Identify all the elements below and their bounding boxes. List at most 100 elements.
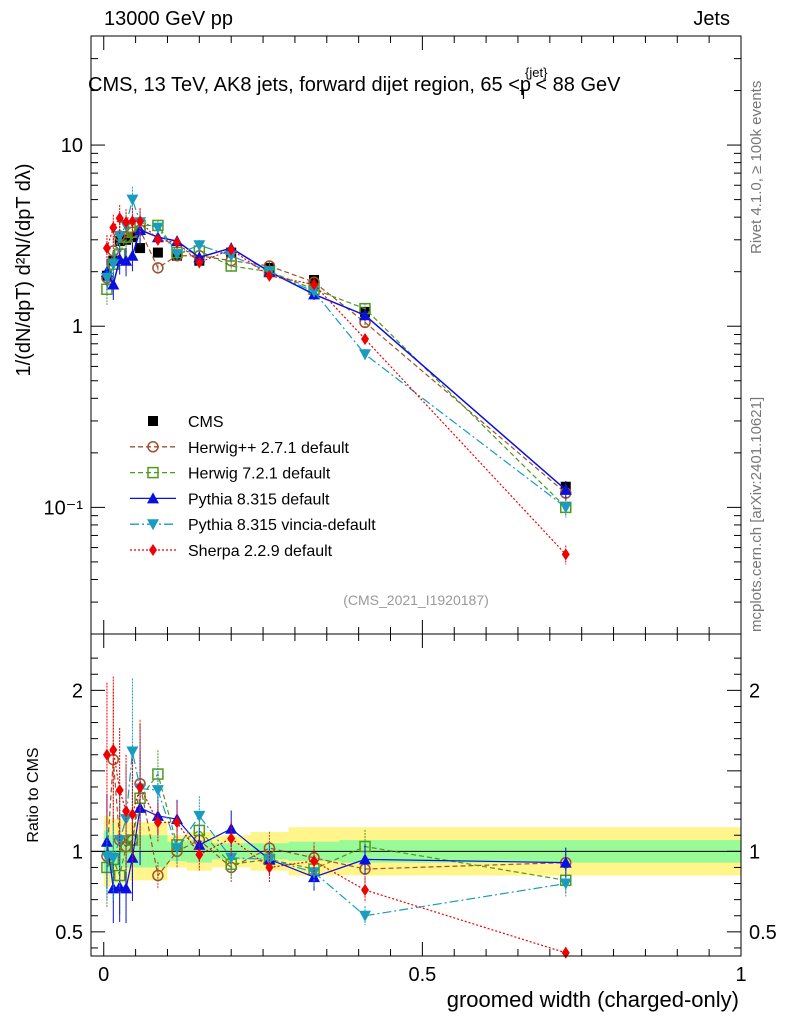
ratio-point <box>126 746 139 758</box>
ratio-point <box>559 856 572 868</box>
legend-label: Pythia 8.315 vincia-default <box>188 517 376 534</box>
ratio-point <box>359 910 372 922</box>
ratio-point <box>151 785 164 797</box>
rivet-label: Rivet 4.1.0, ≥ 100k events <box>748 80 765 254</box>
legend-item-herwig-2-7-1-default: Herwig++ 2.7.1 default <box>130 440 350 457</box>
x-tick-label: 0.5 <box>408 964 436 986</box>
legend-label: Herwig++ 2.7.1 default <box>188 440 350 457</box>
y-tick-label-right: 2 <box>749 680 760 702</box>
ratio-series-pythia-8-315-vincia-default <box>100 678 572 926</box>
legend-marker <box>149 544 157 556</box>
series-herwig-7-2-1-default <box>101 212 572 518</box>
data-point <box>193 240 206 252</box>
data-point <box>559 483 572 495</box>
ratio-point <box>120 882 133 894</box>
data-point <box>115 212 124 225</box>
legend-marker <box>147 466 159 479</box>
data-point <box>195 256 204 269</box>
ratio-point <box>310 855 319 868</box>
ratio-point <box>361 883 370 896</box>
data-point <box>120 254 133 266</box>
header-right: Jets <box>693 8 730 30</box>
data-point <box>171 249 184 261</box>
legend-label: CMS <box>188 414 224 431</box>
data-point <box>227 243 236 256</box>
data-point <box>265 269 274 282</box>
ratio-y-axis: 2 2 1 1 0.5 0.5 <box>55 657 777 949</box>
data-point <box>152 262 164 274</box>
data-point <box>126 249 139 261</box>
legend-marker <box>148 416 158 426</box>
ratio-series-sherpa-2-2-9-default <box>102 676 570 959</box>
ratio-point <box>102 748 111 761</box>
y-tick-label: 0.5 <box>55 922 83 944</box>
ratio-point <box>193 838 206 850</box>
x-axis: 0 0.5 1 <box>98 36 747 986</box>
legend-item-cms: CMS <box>148 414 224 431</box>
data-point <box>122 216 131 229</box>
x-axis-label: groomed width (charged-only) <box>447 987 739 1012</box>
ratio-point <box>171 843 184 855</box>
data-point <box>559 502 572 514</box>
ratio-series-herwig-7-2-1-default <box>101 738 572 914</box>
x-tick-label: 1 <box>735 964 746 986</box>
legend-item-sherpa-2-2-9-default: Sherpa 2.2.9 default <box>130 543 333 560</box>
ratio-point <box>136 780 145 793</box>
y-tick-label: 1 <box>72 841 83 863</box>
ratio-point <box>152 869 164 882</box>
ratio-point <box>109 743 118 756</box>
data-point <box>100 272 113 284</box>
y-tick-label-right: 0.5 <box>749 922 777 944</box>
legend-item-pythia-8-315-default: Pythia 8.315 default <box>130 491 330 508</box>
data-point <box>128 215 137 228</box>
ratio-point <box>195 848 204 861</box>
ratio-panel-frame <box>90 633 742 957</box>
series-sherpa-2-2-9-default <box>102 205 570 565</box>
series-pythia-8-315-vincia-default <box>100 186 572 518</box>
ratio-point <box>153 816 162 829</box>
ratio-point <box>115 784 124 797</box>
legend-item-herwig-7-2-1-default: Herwig 7.2.1 default <box>130 466 331 483</box>
header-left: 13000 GeV pp <box>104 8 233 30</box>
ratio-point <box>225 852 238 864</box>
legend: CMS Herwig++ 2.7.1 default Herwig 7.2.1 de… <box>130 414 376 560</box>
ratio-point <box>308 867 321 879</box>
legend-label: Sherpa 2.2.9 default <box>188 543 333 560</box>
data-point <box>109 221 118 234</box>
legend-marker <box>147 519 159 531</box>
ratio-y-axis-label: Ratio to CMS <box>25 747 42 842</box>
x-tick-label: 0 <box>98 964 109 986</box>
data-point <box>102 242 111 255</box>
data-point <box>561 548 570 561</box>
data-point <box>361 333 370 346</box>
ratio-point <box>193 810 206 822</box>
series-line <box>106 217 567 555</box>
ratio-point <box>561 946 570 959</box>
data-point <box>135 243 146 254</box>
data-point <box>359 349 372 361</box>
ratio-point <box>359 853 372 865</box>
y-axis-label: 1/(dN/dpT) d²N/(dpT dλ) <box>13 163 35 376</box>
data-point <box>136 215 145 228</box>
data-point <box>107 278 120 290</box>
ratio-point <box>265 861 274 874</box>
data-point <box>153 233 162 246</box>
data-point <box>113 230 126 242</box>
data-point <box>126 194 139 206</box>
data-point <box>151 222 164 234</box>
data-point <box>107 259 120 271</box>
y-tick-label-right: 1 <box>749 841 760 863</box>
ratio-point <box>128 808 137 821</box>
chart-title: CMS, 13 TeV, AK8 jets, forward dijet reg… <box>88 65 621 102</box>
ratio-point <box>107 852 120 864</box>
data-point <box>152 247 163 258</box>
ratio-point <box>227 832 236 845</box>
top-y-axis: 10 1 10⁻¹ <box>44 35 741 635</box>
legend-item-pythia-8-315-vincia-default: Pythia 8.315 vincia-default <box>130 517 376 534</box>
y-tick-label: 10 <box>61 135 83 157</box>
analysis-watermark: (CMS_2021_I1920187) <box>343 592 489 608</box>
legend-marker <box>147 441 159 453</box>
data-point <box>225 250 238 262</box>
ratio-point <box>173 816 182 829</box>
data-point <box>173 236 182 249</box>
